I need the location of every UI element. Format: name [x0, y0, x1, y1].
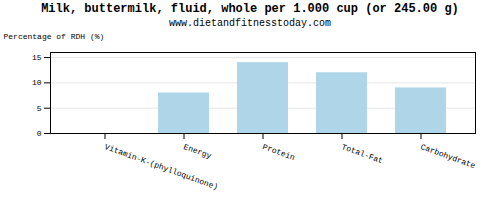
svg-text:Energy: Energy [182, 142, 212, 160]
html-text:www.dietandfitnesstoday.com: www.dietandfitnesstoday.com [169, 18, 331, 29]
svg-text:Vitamin-K-(phylloquinone): Vitamin-K-(phylloquinone) [103, 142, 219, 192]
svg-text:0: 0 [37, 129, 42, 138]
svg-text:Carbohydrate: Carbohydrate [419, 142, 476, 170]
svg-text:Percentage of RDH (%): Percentage of RDH (%) [4, 32, 105, 41]
svg-text:5: 5 [37, 104, 42, 113]
svg-text:10: 10 [32, 78, 42, 87]
svg-text:Protein: Protein [261, 142, 296, 162]
html-text:Milk, buttermilk, fluid, whole: Milk, buttermilk, fluid, whole per 1.000… [41, 2, 459, 16]
svg-text:15: 15 [32, 53, 42, 62]
svg-text:Total-Fat: Total-Fat [340, 142, 384, 165]
